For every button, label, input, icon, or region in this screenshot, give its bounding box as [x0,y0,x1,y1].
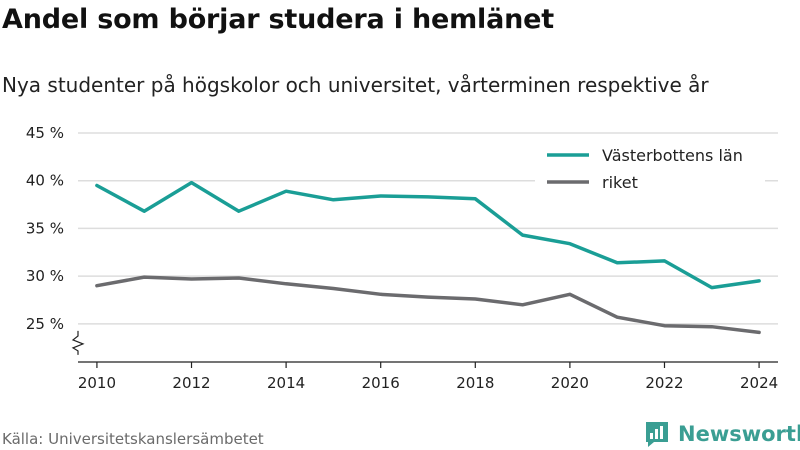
series-line-vasterbotten [95,180,761,290]
x-tick-label: 2014 [267,374,305,392]
y-tick-label: 30 % [26,267,64,285]
x-tick-label: 2018 [456,374,494,392]
legend-background [535,138,765,200]
source-note: Källa: Universitetskanslersämbetet [2,430,264,448]
y-tick-label: 40 % [26,172,64,190]
y-tick-label: 35 % [26,219,64,237]
legend-label: Västerbottens län [602,146,743,165]
y-tick-label: 45 % [26,124,64,142]
x-tick-label: 2020 [551,374,589,392]
x-tick-label: 2022 [645,374,683,392]
legend-label: riket [602,173,638,192]
chart-title: Andel som börjar studera i hemlänet [2,4,554,35]
y-tick-label: 25 % [26,315,64,333]
x-tick-label: 2012 [172,374,210,392]
brand-logo: Newsworthy [644,420,800,448]
y-axis-break-icon [71,330,85,355]
brand-name: Newsworthy [678,422,800,446]
newsworthy-logo-icon [646,422,668,447]
x-tick-label: 2024 [740,374,778,392]
x-tick-label: 2010 [78,374,116,392]
series-line-riket [95,275,761,335]
chart-subtitle: Nya studenter på högskolor och universit… [2,73,709,97]
x-tick-label: 2016 [362,374,400,392]
